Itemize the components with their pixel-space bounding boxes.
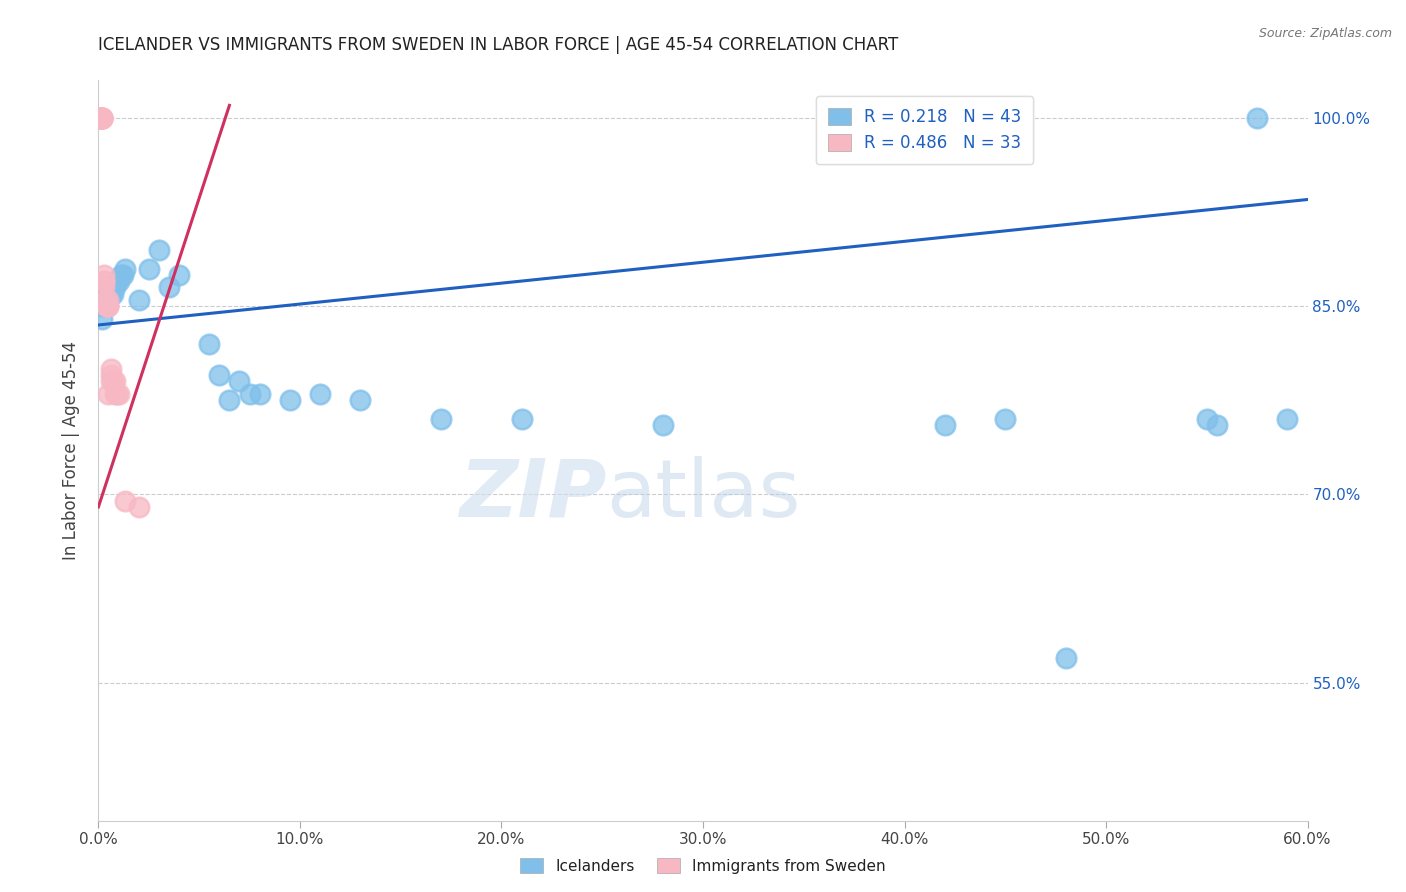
Point <box>93 274 115 288</box>
Point <box>198 336 221 351</box>
Text: ZIP: ZIP <box>458 456 606 534</box>
Point <box>148 243 170 257</box>
Point <box>91 299 114 313</box>
Point <box>218 393 240 408</box>
Point <box>1206 418 1229 433</box>
Point <box>349 393 371 408</box>
Point <box>103 375 125 389</box>
Point <box>96 299 118 313</box>
Legend: Icelanders, Immigrants from Sweden: Icelanders, Immigrants from Sweden <box>513 852 893 880</box>
Point <box>89 111 111 125</box>
Point <box>89 111 111 125</box>
Point <box>114 261 136 276</box>
Y-axis label: In Labor Force | Age 45-54: In Labor Force | Age 45-54 <box>62 341 80 560</box>
Point <box>100 368 122 383</box>
Point <box>93 293 115 307</box>
Point <box>97 299 120 313</box>
Point <box>157 280 180 294</box>
Point <box>239 387 262 401</box>
Point <box>93 268 115 282</box>
Point <box>97 299 120 313</box>
Point <box>208 368 231 383</box>
Legend: R = 0.218   N = 43, R = 0.486   N = 33: R = 0.218 N = 43, R = 0.486 N = 33 <box>815 96 1033 164</box>
Point <box>1246 111 1268 125</box>
Point <box>107 274 129 288</box>
Text: atlas: atlas <box>606 456 800 534</box>
Point <box>93 280 115 294</box>
Point <box>110 268 132 282</box>
Point <box>96 293 118 307</box>
Point <box>97 293 120 307</box>
Point <box>100 362 122 376</box>
Point <box>89 286 111 301</box>
Point <box>97 293 120 307</box>
Point <box>100 286 122 301</box>
Point <box>91 111 114 125</box>
Point <box>89 280 111 294</box>
Point <box>111 268 134 282</box>
Point <box>105 274 128 288</box>
Point <box>96 286 118 301</box>
Point <box>101 286 124 301</box>
Point <box>1195 412 1218 426</box>
Point <box>101 375 124 389</box>
Point <box>107 387 129 401</box>
Text: Source: ZipAtlas.com: Source: ZipAtlas.com <box>1258 27 1392 40</box>
Point <box>89 111 111 125</box>
Point <box>114 493 136 508</box>
Point <box>97 387 120 401</box>
Point <box>167 268 190 282</box>
Point <box>128 293 150 307</box>
Point <box>103 387 125 401</box>
Point <box>91 111 114 125</box>
Point <box>93 293 115 307</box>
Point <box>309 387 332 401</box>
Point <box>430 412 453 426</box>
Point <box>93 274 115 288</box>
Point <box>934 418 956 433</box>
Text: ICELANDER VS IMMIGRANTS FROM SWEDEN IN LABOR FORCE | AGE 45-54 CORRELATION CHART: ICELANDER VS IMMIGRANTS FROM SWEDEN IN L… <box>98 36 898 54</box>
Point <box>994 412 1017 426</box>
Point <box>91 111 114 125</box>
Point <box>278 393 301 408</box>
Point <box>138 261 160 276</box>
Point <box>249 387 271 401</box>
Point <box>228 375 250 389</box>
Point <box>1054 650 1077 665</box>
Point <box>89 111 111 125</box>
Point <box>89 111 111 125</box>
Point <box>100 375 122 389</box>
Point <box>1277 412 1299 426</box>
Point <box>89 111 111 125</box>
Point <box>96 293 118 307</box>
Point <box>510 412 533 426</box>
Point <box>105 387 128 401</box>
Point <box>89 111 111 125</box>
Point <box>91 111 114 125</box>
Point <box>97 286 120 301</box>
Point <box>91 111 114 125</box>
Point <box>128 500 150 514</box>
Point <box>89 111 111 125</box>
Point <box>103 280 125 294</box>
Point <box>89 293 111 307</box>
Point <box>651 418 673 433</box>
Point <box>91 311 114 326</box>
